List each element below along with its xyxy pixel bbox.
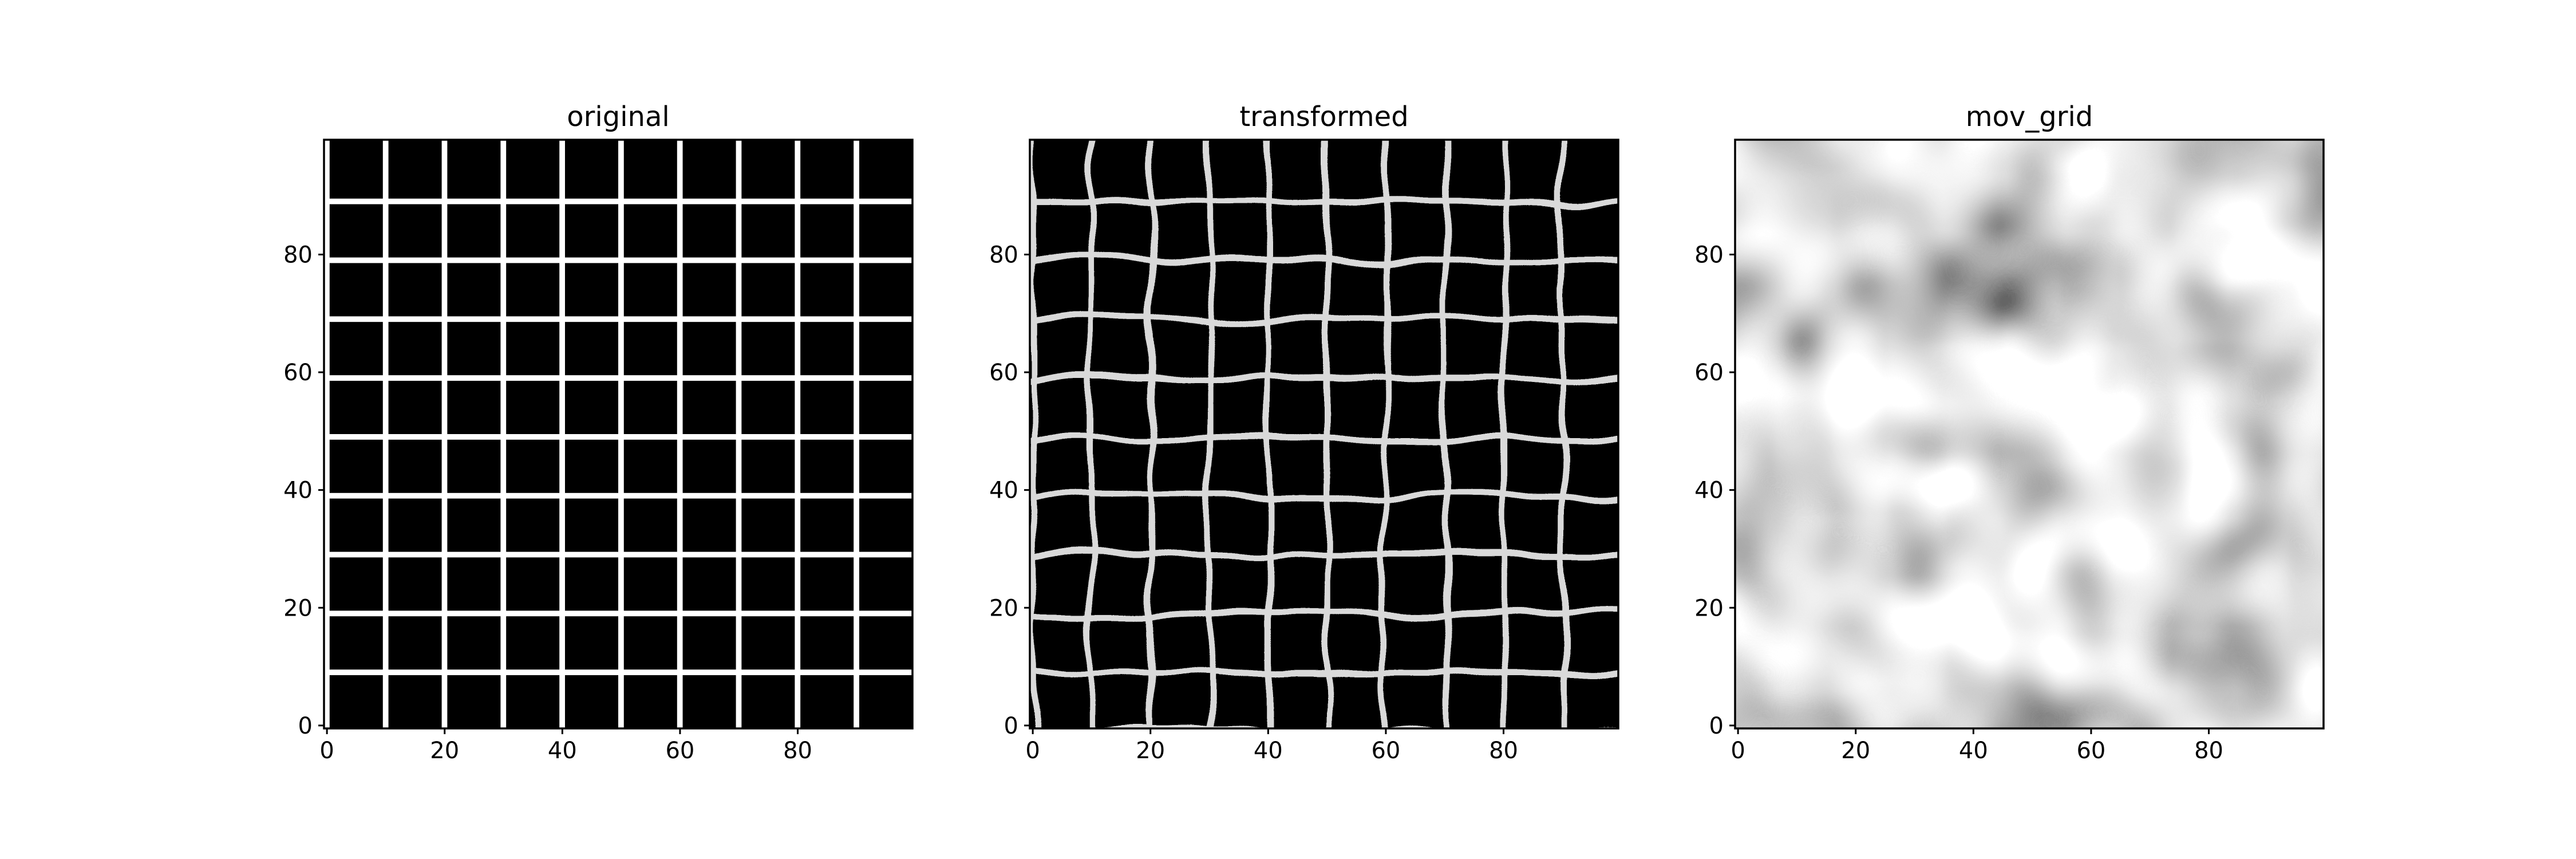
panel-original: original 0 20 40 60 80 0 20 40 60 80 xyxy=(283,101,914,764)
panel-title: original xyxy=(567,101,669,133)
y-tick-label: 20 xyxy=(283,595,313,621)
grid-line-vertical xyxy=(1500,140,1507,728)
y-tick-label: 20 xyxy=(1694,595,1724,621)
y-tick-label: 40 xyxy=(989,478,1018,504)
grid-line-vertical xyxy=(677,140,683,728)
panel-title: transformed xyxy=(1239,101,1408,133)
grid-line-vertical xyxy=(1441,140,1448,728)
x-tick-label: 60 xyxy=(1371,738,1400,764)
y-tick-label: 60 xyxy=(1694,360,1724,386)
axes-frame xyxy=(1029,139,1619,730)
heatmap-image xyxy=(324,140,912,728)
y-tick-label: 0 xyxy=(1709,713,1724,739)
x-tick-label: 60 xyxy=(665,738,694,764)
y-tick-label: 60 xyxy=(283,360,313,386)
heatmap-image xyxy=(1735,140,2324,728)
x-tick-label: 0 xyxy=(319,738,334,764)
x-tick-label: 60 xyxy=(2076,738,2105,764)
grid-line-horizontal xyxy=(324,434,912,440)
grid-line-horizontal xyxy=(1030,375,1618,381)
grid-line-horizontal xyxy=(1030,316,1618,323)
y-tick-label: 60 xyxy=(989,360,1018,386)
grid-line-horizontal xyxy=(1030,257,1618,264)
panel-transformed: transformed 0 20 40 60 80 0 20 40 60 80 xyxy=(989,101,1619,764)
x-tick-label: 80 xyxy=(2194,738,2223,764)
grid-lines xyxy=(1030,140,1618,728)
y-tick-label: 80 xyxy=(989,242,1018,268)
panel-mov-grid: mov_grid 0 20 40 60 80 0 20 40 60 80 xyxy=(1694,101,2325,764)
grid-line-horizontal xyxy=(1030,434,1618,440)
axis-ticks: 0 20 40 60 80 0 20 40 60 80 xyxy=(1694,242,2223,764)
x-tick-label: 40 xyxy=(548,738,577,764)
y-tick-label: 20 xyxy=(989,595,1018,621)
grid-line-vertical xyxy=(854,140,859,728)
grid-line-horizontal xyxy=(324,375,912,381)
axis-ticks: 0 20 40 60 80 0 20 40 60 80 xyxy=(283,242,812,764)
x-tick-label: 0 xyxy=(1025,738,1040,764)
x-tick-label: 40 xyxy=(1959,738,1988,764)
grid-line-vertical xyxy=(736,140,742,728)
axes-frame xyxy=(1734,139,2325,730)
y-tick-label: 40 xyxy=(283,478,313,504)
x-tick-label: 80 xyxy=(783,738,812,764)
y-tick-label: 80 xyxy=(1694,242,1724,268)
x-tick-label: 20 xyxy=(1841,738,1870,764)
grid-line-horizontal xyxy=(324,257,912,263)
x-tick-label: 0 xyxy=(1730,738,1745,764)
x-tick-label: 80 xyxy=(1489,738,1518,764)
grid-line-horizontal xyxy=(324,198,912,204)
noise-texture xyxy=(1735,140,2324,728)
grid-line-horizontal xyxy=(324,316,912,322)
y-tick-label: 0 xyxy=(298,713,313,739)
x-tick-label: 20 xyxy=(430,738,459,764)
grid-line-vertical xyxy=(1382,140,1389,728)
grid-lines xyxy=(324,140,912,728)
y-tick-label: 80 xyxy=(283,242,313,268)
axes-frame xyxy=(323,139,914,730)
panel-title: mov_grid xyxy=(1966,101,2093,133)
grid-line-vertical xyxy=(795,140,801,728)
y-tick-label: 40 xyxy=(1694,478,1724,504)
x-tick-label: 40 xyxy=(1254,738,1283,764)
x-tick-label: 20 xyxy=(1136,738,1165,764)
heatmap-image xyxy=(1030,140,1618,728)
axis-ticks: 0 20 40 60 80 0 20 40 60 80 xyxy=(989,242,1518,764)
y-tick-label: 0 xyxy=(1004,713,1018,739)
grid-line-horizontal xyxy=(1030,198,1618,205)
grid-line-vertical xyxy=(1559,140,1566,728)
